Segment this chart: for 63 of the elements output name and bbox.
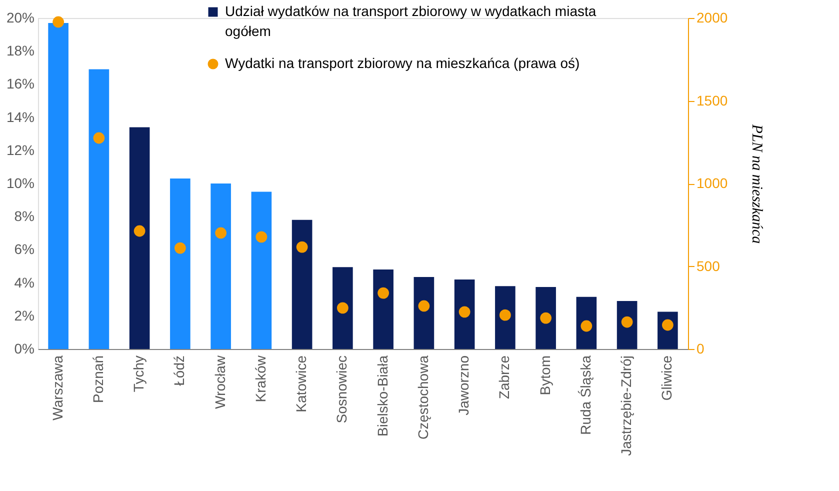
point xyxy=(134,225,146,237)
y2-tick-label: 0 xyxy=(696,340,704,356)
x-tick-label: Jastrzębie-Zdrój xyxy=(618,356,634,456)
y2-axis-title: PLN na mieszkańca xyxy=(748,123,765,244)
x-tick-label: Sosnowiec xyxy=(334,356,350,424)
bar xyxy=(292,220,312,349)
bar xyxy=(576,296,597,349)
x-tick-label: Bytom xyxy=(536,356,553,396)
point xyxy=(336,302,348,314)
x-tick-label: Poznań xyxy=(90,356,106,403)
point xyxy=(296,241,308,253)
point xyxy=(93,132,105,144)
x-tick-label: Tychy xyxy=(130,356,147,392)
point xyxy=(580,320,592,332)
legend-label: Udział wydatków na transport zbiorowy w wydatkach miasta ogółem xyxy=(225,3,596,39)
y-tick-label: 8% xyxy=(14,208,34,224)
x-tick-label: Jaworzno xyxy=(456,355,472,416)
bar xyxy=(454,279,475,349)
bar xyxy=(48,22,68,349)
x-tick-label: Częstochowa xyxy=(414,355,431,440)
point xyxy=(540,312,552,324)
y-tick-label: 16% xyxy=(6,76,34,92)
bar xyxy=(129,127,150,349)
bar xyxy=(373,270,394,349)
y-tick-label: 18% xyxy=(6,42,34,59)
x-tick-label: Wrocław xyxy=(212,354,228,409)
y-tick-label: 0% xyxy=(14,340,34,356)
bar xyxy=(170,178,190,349)
bar xyxy=(210,184,231,349)
y-tick-label: 4% xyxy=(14,274,34,290)
y2-tick-label: 500 xyxy=(696,258,720,274)
bar xyxy=(251,192,272,349)
y-tick-label: 12% xyxy=(6,142,34,158)
point xyxy=(418,300,430,312)
point xyxy=(52,16,64,28)
y-tick-label: 2% xyxy=(14,307,34,324)
y2-tick-label: 1000 xyxy=(696,175,728,191)
x-tick-label: Gliwice xyxy=(658,355,675,401)
x-tick-label: Bielsko-Biała xyxy=(374,355,390,436)
legend-label: Wydatki na transport zbiorowy na mieszkańca (prawa oś) xyxy=(225,55,580,71)
bar xyxy=(495,286,516,349)
point xyxy=(378,287,390,299)
y-tick-label: 20% xyxy=(6,10,34,26)
x-tick-label: Kraków xyxy=(252,354,268,402)
bar xyxy=(536,286,556,349)
bar xyxy=(414,277,434,349)
y2-tick-label: 2000 xyxy=(696,10,728,26)
y-tick-label: 10% xyxy=(6,175,34,191)
x-tick-label: Katowice xyxy=(293,355,310,412)
point xyxy=(499,309,511,321)
point xyxy=(458,306,470,318)
y-tick-label: 6% xyxy=(14,241,34,258)
y-tick-label: 14% xyxy=(6,108,34,125)
bar xyxy=(332,267,353,349)
x-tick-label: Warszawa xyxy=(49,355,66,420)
x-tick-label: Zabrze xyxy=(496,355,512,400)
point xyxy=(256,231,268,243)
point xyxy=(215,227,227,239)
bar xyxy=(88,69,110,349)
point xyxy=(174,242,186,254)
y2-tick-label: 1500 xyxy=(696,92,728,108)
x-tick-label: Ruda Śląska xyxy=(577,355,594,435)
x-tick-label: Łódź xyxy=(171,356,188,386)
